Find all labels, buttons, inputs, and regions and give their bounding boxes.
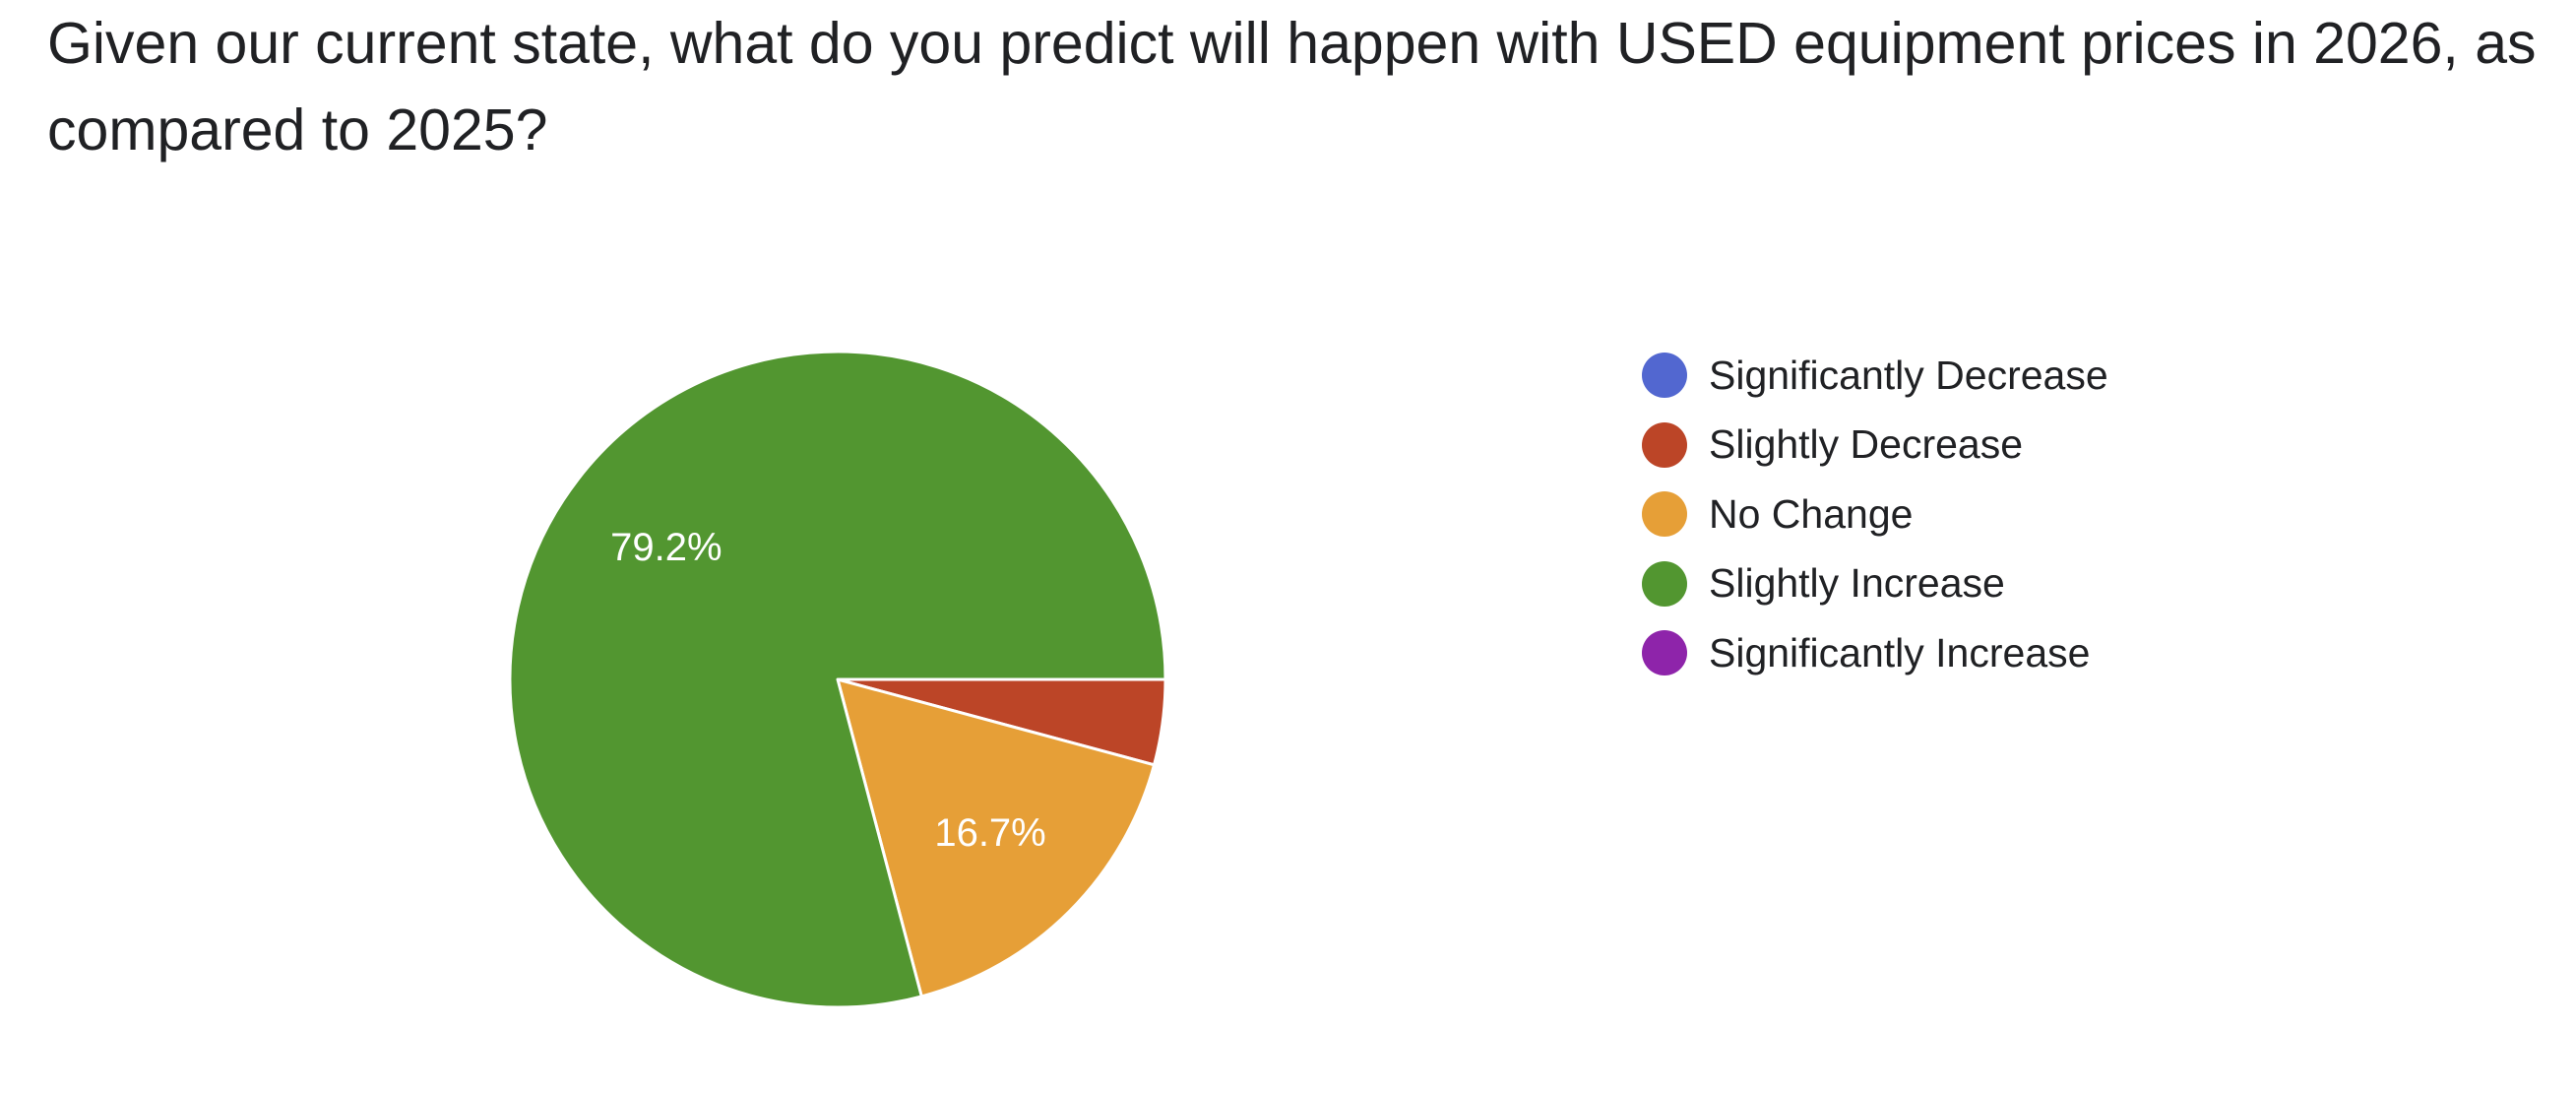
legend-marker-no-change <box>1642 491 1687 538</box>
legend-label: Significantly Decrease <box>1709 352 2108 398</box>
legend-label: No Change <box>1709 490 1914 537</box>
data-label-slightly-increase: 79.2% <box>610 526 722 569</box>
question-title: Given our current state, what do you pre… <box>47 11 2537 162</box>
legend-item-no-change[interactable]: No Change <box>1642 480 2108 549</box>
legend-marker-significantly-increase <box>1642 630 1687 676</box>
pie-slice-slightly-increase[interactable] <box>508 350 1167 1009</box>
pie-slice-no-change[interactable] <box>836 677 1156 998</box>
pie-data-labels: 16.7% 79.2% <box>610 526 1046 855</box>
legend-label: Slightly Increase <box>1709 560 2005 607</box>
legend-item-significantly-decrease[interactable]: Significantly Decrease <box>1642 341 2108 411</box>
legend-marker-slightly-increase <box>1642 560 1687 607</box>
legend-label: Significantly Increase <box>1709 629 2091 675</box>
legend-item-significantly-increase[interactable]: Significantly Increase <box>1642 618 2108 688</box>
data-label-no-change: 16.7% <box>934 811 1045 855</box>
legend-item-slightly-decrease[interactable]: Slightly Decrease <box>1642 411 2108 481</box>
chart-legend: Significantly Decrease Slightly Decrease… <box>1642 341 2108 688</box>
legend-marker-slightly-decrease <box>1642 421 1687 468</box>
legend-item-slightly-increase[interactable]: Slightly Increase <box>1642 549 2108 619</box>
pie-slices <box>508 350 1167 1009</box>
legend-label: Slightly Decrease <box>1709 421 2024 468</box>
legend-marker-significantly-decrease <box>1642 353 1687 399</box>
